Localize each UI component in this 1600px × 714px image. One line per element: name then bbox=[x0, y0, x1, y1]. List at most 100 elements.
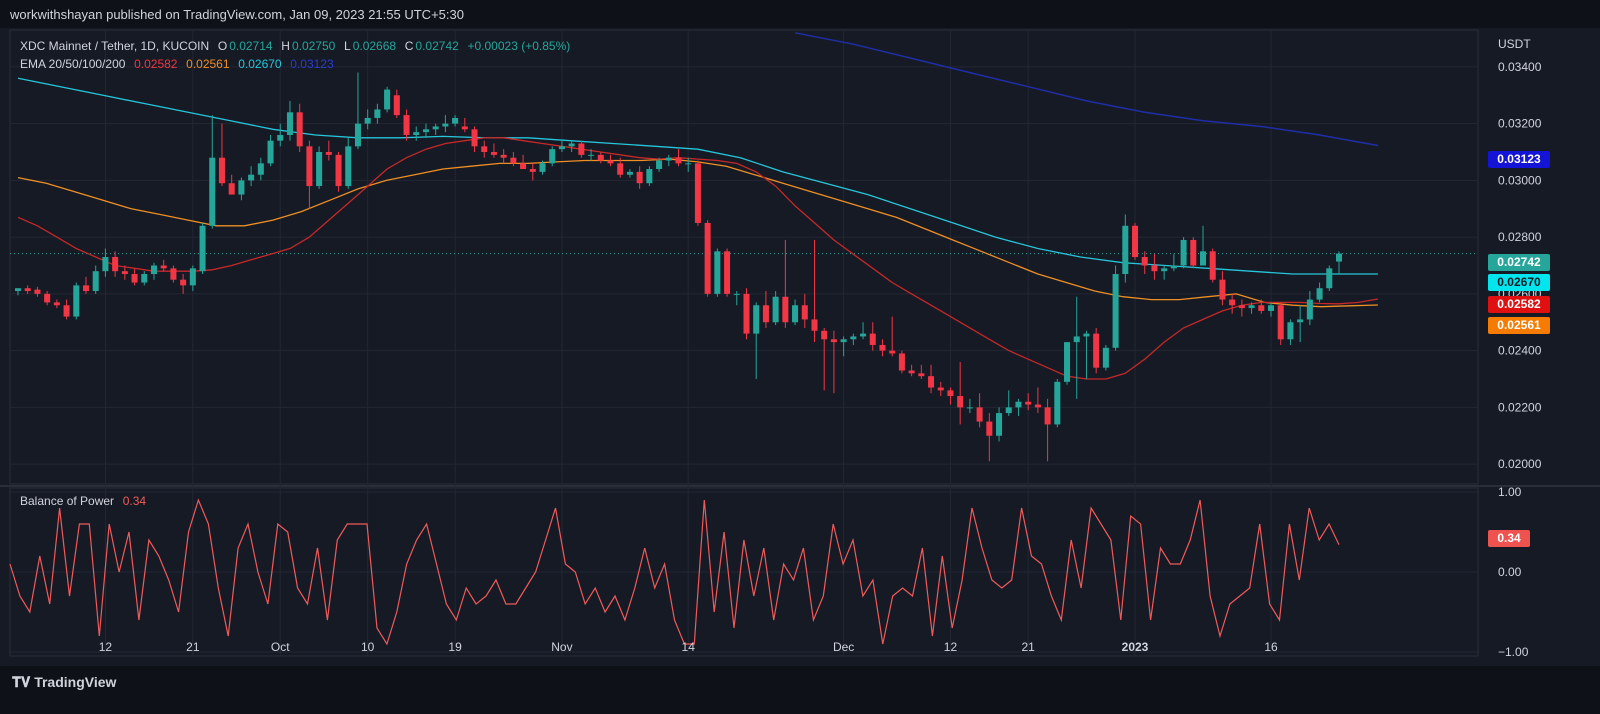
candle-body bbox=[704, 222, 711, 294]
candle bbox=[685, 157, 692, 172]
ema20-price-tag: 0.02582 bbox=[1488, 296, 1550, 313]
candle-body bbox=[1005, 407, 1012, 414]
x-tick-label: 2023 bbox=[1122, 640, 1149, 654]
candle bbox=[335, 152, 342, 192]
candle-body bbox=[714, 251, 721, 294]
candle bbox=[597, 152, 604, 164]
candle-body bbox=[762, 305, 769, 323]
candle bbox=[520, 154, 527, 170]
candle bbox=[1306, 291, 1313, 326]
x-tick-label: 12 bbox=[99, 640, 113, 654]
candle bbox=[821, 327, 828, 391]
candle-body bbox=[403, 115, 410, 135]
candle-body bbox=[500, 154, 507, 158]
candle bbox=[490, 143, 497, 158]
candle-body bbox=[248, 174, 255, 181]
candle-body bbox=[1209, 251, 1216, 280]
candle-body bbox=[937, 387, 944, 391]
candle bbox=[228, 174, 235, 195]
candle bbox=[772, 291, 779, 326]
candle-body bbox=[1277, 305, 1284, 340]
candle-body bbox=[141, 274, 148, 283]
candle bbox=[1229, 293, 1236, 314]
ema50-price-tag: 0.02561 bbox=[1488, 317, 1550, 334]
candle bbox=[44, 291, 51, 306]
candle bbox=[704, 220, 711, 297]
candle bbox=[500, 149, 507, 164]
footer-bar: 𝐓𝐕 TradingView bbox=[0, 666, 1600, 714]
x-tick-label: Dec bbox=[833, 640, 854, 654]
candle bbox=[636, 166, 643, 189]
candle-body bbox=[539, 163, 546, 172]
y-tick-label: 0.02400 bbox=[1498, 344, 1542, 358]
x-tick-label: 21 bbox=[1021, 640, 1035, 654]
candle bbox=[1093, 327, 1100, 374]
candle bbox=[1170, 254, 1177, 272]
candle bbox=[918, 364, 925, 380]
publish-header: workwithshayan published on TradingView.… bbox=[0, 0, 1600, 28]
candle bbox=[1064, 342, 1071, 385]
candle-body bbox=[73, 285, 80, 317]
y-tick-label: 0.03000 bbox=[1498, 173, 1542, 187]
candle bbox=[1112, 265, 1119, 351]
candle-body bbox=[14, 288, 22, 292]
candle-body bbox=[918, 373, 925, 377]
x-tick-label: 21 bbox=[186, 640, 200, 654]
brand-label: TradingView bbox=[34, 674, 117, 690]
candle-body bbox=[218, 157, 225, 184]
ema200-value: 0.03123 bbox=[290, 57, 334, 71]
candle bbox=[626, 169, 633, 178]
candle bbox=[442, 115, 449, 133]
candle bbox=[306, 140, 313, 209]
candle-body bbox=[1316, 288, 1323, 300]
candle bbox=[189, 265, 196, 292]
candle bbox=[869, 322, 876, 351]
candle bbox=[549, 146, 556, 167]
candle bbox=[558, 140, 565, 153]
candle-body bbox=[957, 396, 964, 408]
change-value: +0.00023 (+0.85%) bbox=[467, 39, 571, 53]
bop-legend: Balance of Power 0.34 bbox=[20, 494, 148, 508]
candle bbox=[345, 137, 352, 189]
candle bbox=[432, 123, 439, 135]
candle-body bbox=[24, 288, 31, 292]
candle bbox=[937, 381, 944, 397]
candle bbox=[471, 126, 478, 153]
candle bbox=[1209, 248, 1216, 283]
candle bbox=[966, 398, 973, 414]
y-tick-label: 0.03400 bbox=[1498, 60, 1542, 74]
candle bbox=[374, 103, 381, 124]
candle-body bbox=[1064, 342, 1071, 382]
candle bbox=[840, 336, 847, 357]
candle-body bbox=[422, 129, 429, 133]
tradingview-logo[interactable]: 𝐓𝐕 TradingView bbox=[12, 674, 116, 691]
candle bbox=[150, 262, 157, 280]
candle-body bbox=[588, 154, 595, 156]
candle bbox=[316, 146, 323, 189]
candle-body bbox=[782, 296, 789, 323]
y-tick-label: 0.02000 bbox=[1498, 457, 1542, 471]
candle bbox=[782, 239, 789, 328]
ema100-value: 0.02670 bbox=[238, 57, 282, 71]
candle bbox=[1297, 305, 1304, 343]
ema-legend: EMA 20/50/100/200 0.02582 0.02561 0.0267… bbox=[20, 57, 336, 71]
candle bbox=[976, 393, 983, 428]
candle-body bbox=[53, 302, 60, 306]
candle-body bbox=[1180, 239, 1187, 266]
candle bbox=[539, 160, 546, 175]
candle bbox=[481, 140, 488, 158]
x-tick-label: Oct bbox=[271, 640, 290, 654]
candle-body bbox=[1200, 251, 1207, 266]
candle bbox=[141, 271, 148, 286]
price-panel bbox=[9, 29, 1479, 485]
candle-body bbox=[908, 370, 915, 374]
candle bbox=[1180, 237, 1187, 269]
candle bbox=[34, 286, 41, 297]
candle bbox=[1083, 330, 1090, 380]
candle bbox=[277, 123, 284, 147]
candle bbox=[743, 288, 750, 340]
candle-body bbox=[1306, 299, 1313, 320]
candle bbox=[1287, 319, 1294, 345]
candle-body bbox=[1335, 253, 1343, 262]
